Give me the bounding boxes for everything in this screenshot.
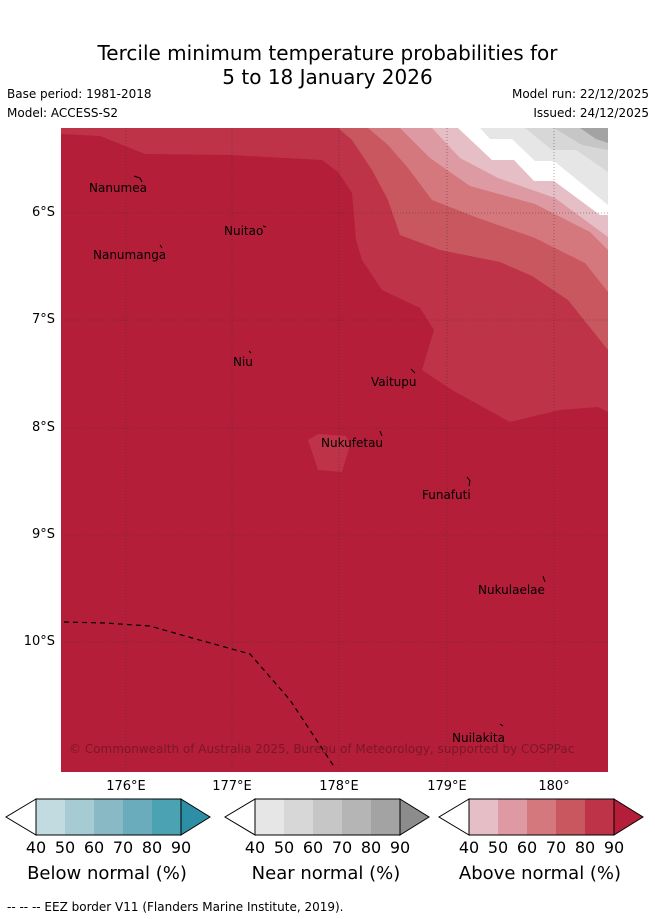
place-nuitao: Nuitao <box>224 224 264 238</box>
lat-label-7s: 7°S <box>31 312 55 327</box>
tick-below-50: 50 <box>54 838 76 857</box>
tick-above-40: 40 <box>458 838 480 857</box>
colorbar-below <box>5 798 211 836</box>
model-name: Model: ACCESS-S2 <box>7 106 119 120</box>
tick-above-90: 90 <box>603 838 625 857</box>
eez-legend-footer: -- -- -- EEZ border V11 (Flanders Marine… <box>7 900 344 914</box>
lon-label-176e: 176°E <box>106 779 146 794</box>
place-funafuti: Funafuti <box>422 488 471 502</box>
place-nanumea: Nanumea <box>89 181 147 195</box>
base-period: Base period: 1981-2018 <box>7 87 152 101</box>
tick-near-90: 90 <box>389 838 411 857</box>
tick-above-60: 60 <box>516 838 538 857</box>
place-nukufetau: Nukufetau <box>321 436 384 450</box>
lat-label-6s: 6°S <box>31 205 55 220</box>
lat-label-10s: 10°S <box>23 634 55 649</box>
lon-label-178e: 178°E <box>319 779 359 794</box>
issued-date: Issued: 24/12/2025 <box>533 106 649 120</box>
copyright-credit: © Commonwealth of Australia 2025, Bureau… <box>69 742 575 756</box>
tick-above-70: 70 <box>545 838 567 857</box>
place-nukulaelae: Nukulaelae <box>478 583 545 597</box>
gridlines <box>61 128 608 772</box>
zone-nukufetau-patch <box>308 434 350 472</box>
colorbar-below-label: Below normal (%) <box>27 863 187 884</box>
colorbar-above <box>438 798 644 836</box>
lon-label-177e: 177°E <box>212 779 252 794</box>
tick-near-80: 80 <box>360 838 382 857</box>
tick-above-80: 80 <box>574 838 596 857</box>
chart-title-line1: Tercile minimum temperature probabilitie… <box>97 41 558 65</box>
place-vaitupu: Vaitupu <box>371 375 417 389</box>
lon-label-180: 180° <box>538 779 570 794</box>
tick-near-70: 70 <box>331 838 353 857</box>
tick-near-60: 60 <box>302 838 324 857</box>
colorbar-above-label: Above normal (%) <box>458 863 622 884</box>
island-markers <box>133 175 546 727</box>
colorbar-near-label: Near normal (%) <box>251 863 401 884</box>
model-run: Model run: 22/12/2025 <box>511 87 649 101</box>
colorbar-near <box>224 798 430 836</box>
tick-below-60: 60 <box>83 838 105 857</box>
chart-title-line2: 5 to 18 January 2026 <box>222 65 433 89</box>
lat-label-9s: 9°S <box>31 527 55 542</box>
place-nanumanga: Nanumanga <box>93 248 167 262</box>
place-niu: Niu <box>233 355 253 369</box>
lon-label-179e: 179°E <box>427 779 467 794</box>
zone-near-80 <box>580 128 608 143</box>
tick-above-50: 50 <box>487 838 509 857</box>
tick-below-80: 80 <box>141 838 163 857</box>
tick-near-40: 40 <box>244 838 266 857</box>
tick-below-90: 90 <box>170 838 192 857</box>
tick-below-70: 70 <box>112 838 134 857</box>
place-nuilakita: Nuilakita <box>452 731 505 745</box>
tick-below-40: 40 <box>25 838 47 857</box>
tick-near-50: 50 <box>273 838 295 857</box>
lat-label-8s: 8°S <box>31 420 55 435</box>
